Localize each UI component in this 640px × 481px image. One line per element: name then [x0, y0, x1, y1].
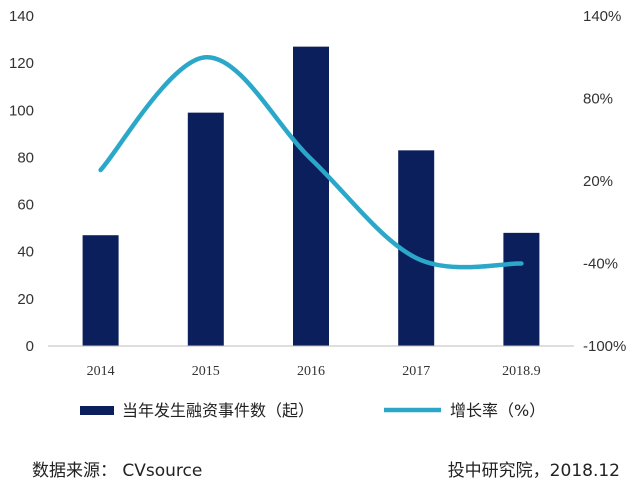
bar [82, 235, 119, 346]
growth-rate-line [98, 54, 524, 270]
x-axis-tick: 2017 [402, 364, 430, 379]
left-axis-tick: 40 [17, 244, 34, 261]
legend-swatch-bars [80, 406, 114, 415]
x-axis-tick: 2018.9 [502, 364, 541, 379]
legend-label-line: 增长率（%） [450, 401, 545, 420]
bar [187, 112, 224, 347]
right-axis-tick: 140% [583, 8, 621, 25]
x-axis-tick: 2016 [297, 364, 325, 379]
legend: 当年发生融资事件数（起） 增长率（%） [80, 401, 545, 420]
left-axis-tick: 20 [17, 291, 34, 308]
bars [82, 46, 540, 347]
right-axis-tick: 20% [583, 173, 613, 190]
left-axis-tick: 120 [9, 55, 34, 72]
left-axis-tick: 60 [17, 197, 34, 214]
credit-note: 投中研究院，2018.12 [447, 461, 620, 481]
right-axis: -100% -40% 20% 80% 140% [583, 8, 626, 355]
right-axis-tick: -100% [583, 338, 626, 355]
x-axis-tick: 2015 [192, 364, 220, 379]
left-axis-tick: 100 [9, 102, 34, 119]
right-axis-tick: 80% [583, 91, 613, 108]
right-axis-tick: -40% [583, 256, 618, 273]
bar [503, 232, 540, 346]
x-axis-tick: 2014 [87, 364, 115, 379]
left-axis-tick: 140 [9, 8, 34, 25]
x-axis-ticks: 2014 2015 2016 2017 2018.9 [87, 364, 541, 379]
legend-label-bars: 当年发生融资事件数（起） [122, 401, 314, 420]
left-axis-tick: 0 [26, 338, 34, 355]
bar [293, 46, 329, 347]
source-note: 数据来源： CVsource [32, 461, 203, 481]
left-axis: 0 20 40 60 80 100 120 140 [9, 8, 34, 355]
left-axis-tick: 80 [17, 149, 34, 166]
